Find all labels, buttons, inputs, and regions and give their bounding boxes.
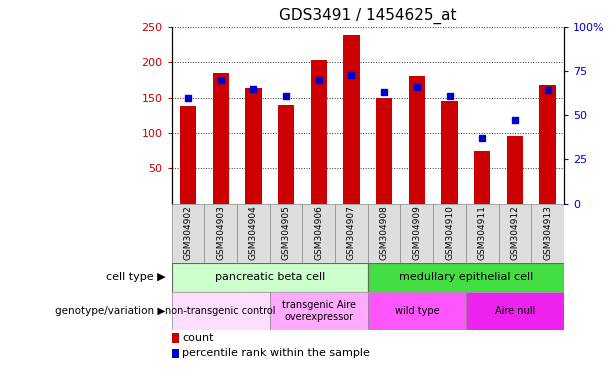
- Bar: [368, 204, 400, 263]
- Bar: [172, 333, 179, 343]
- Text: transgenic Aire
overexpressor: transgenic Aire overexpressor: [282, 300, 356, 322]
- Bar: [400, 204, 433, 263]
- Bar: [204, 204, 237, 263]
- Bar: [172, 263, 368, 292]
- Text: GSM304902: GSM304902: [183, 205, 192, 260]
- Bar: [311, 60, 327, 204]
- Bar: [172, 292, 270, 330]
- Text: wild type: wild type: [395, 306, 439, 316]
- Bar: [278, 104, 294, 204]
- Bar: [498, 204, 531, 263]
- Bar: [433, 204, 466, 263]
- Bar: [441, 101, 458, 204]
- Bar: [270, 292, 368, 330]
- Bar: [180, 106, 196, 204]
- Text: GSM304908: GSM304908: [379, 205, 389, 260]
- Bar: [409, 76, 425, 204]
- Text: medullary epithelial cell: medullary epithelial cell: [398, 272, 533, 283]
- Bar: [335, 204, 368, 263]
- Text: cell type ▶: cell type ▶: [106, 272, 166, 283]
- Text: GSM304909: GSM304909: [413, 205, 421, 260]
- Text: Aire null: Aire null: [495, 306, 535, 316]
- Text: GSM304904: GSM304904: [249, 205, 258, 260]
- Text: GSM304906: GSM304906: [314, 205, 323, 260]
- Bar: [368, 263, 564, 292]
- Text: count: count: [182, 333, 214, 343]
- Text: non-transgenic control: non-transgenic control: [166, 306, 276, 316]
- Text: GSM304907: GSM304907: [347, 205, 356, 260]
- Text: pancreatic beta cell: pancreatic beta cell: [215, 272, 325, 283]
- Bar: [302, 204, 335, 263]
- Bar: [507, 136, 523, 204]
- Bar: [270, 204, 302, 263]
- Bar: [466, 292, 564, 330]
- Bar: [172, 204, 204, 263]
- Bar: [539, 85, 556, 204]
- Bar: [368, 292, 466, 330]
- Text: GSM304903: GSM304903: [216, 205, 225, 260]
- Text: GSM304912: GSM304912: [511, 205, 519, 260]
- Title: GDS3491 / 1454625_at: GDS3491 / 1454625_at: [279, 8, 457, 24]
- Bar: [213, 73, 229, 204]
- Bar: [172, 349, 179, 358]
- Text: GSM304905: GSM304905: [281, 205, 291, 260]
- Text: GSM304911: GSM304911: [478, 205, 487, 260]
- Bar: [474, 151, 490, 204]
- Bar: [343, 35, 360, 204]
- Text: percentile rank within the sample: percentile rank within the sample: [182, 348, 370, 358]
- Text: GSM304913: GSM304913: [543, 205, 552, 260]
- Text: GSM304910: GSM304910: [445, 205, 454, 260]
- Bar: [376, 98, 392, 204]
- Text: genotype/variation ▶: genotype/variation ▶: [55, 306, 166, 316]
- Bar: [245, 88, 262, 204]
- Bar: [466, 204, 498, 263]
- Bar: [531, 204, 564, 263]
- Bar: [237, 204, 270, 263]
